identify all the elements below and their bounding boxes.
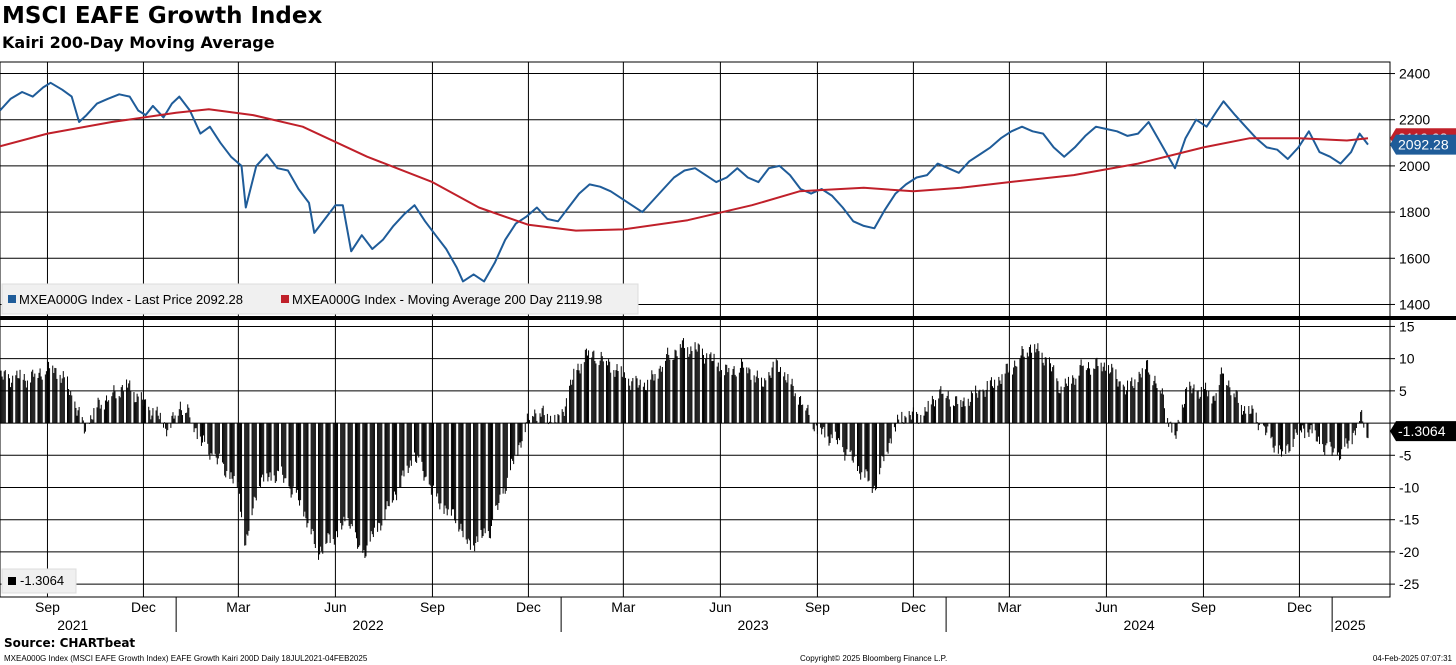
series-description: MXEA000G Index (MSCI EAFE Growth Index) …: [4, 654, 368, 663]
y-label-bottom: -5: [1399, 447, 1412, 463]
copyright: Copyright© 2025 Bloomberg Finance L.P.: [800, 654, 948, 663]
x-year-label: 2025: [1334, 617, 1365, 633]
y-label-bottom: 5: [1399, 383, 1407, 399]
x-year-label: 2022: [353, 617, 384, 633]
moving-average-line: [0, 108, 1369, 232]
x-month-label: Mar: [997, 599, 1021, 615]
ma-legend-label: MXEA000G Index - Moving Average 200 Day …: [292, 292, 602, 307]
kairi-value-tag: [1390, 421, 1456, 442]
y-label-top: 2400: [1399, 66, 1430, 82]
price-value-label: 2092.28: [1398, 137, 1449, 153]
x-axis: Sep Dec Mar Jun Sep Dec Mar Jun Sep Dec Mar Jun Sep D…: [35, 597, 1366, 633]
y-label-bottom: -10: [1399, 479, 1419, 495]
kairi-legend-label: -1.3064: [20, 573, 64, 588]
x-month-label: Sep: [1191, 599, 1216, 615]
y-label-bottom: -15: [1399, 512, 1419, 528]
kairi-value-label: -1.3064: [1398, 423, 1446, 439]
x-year-label: 2024: [1124, 617, 1155, 633]
y-label-top: 1800: [1399, 204, 1430, 220]
chart-subtitle: Kairi 200-Day Moving Average: [2, 33, 275, 52]
y-label-bottom: -20: [1399, 544, 1419, 560]
y-axis: 1400 1600 1800 2000 2200 2400 15 10 5 -5 -10 -15 -20…: [1390, 66, 1430, 592]
x-month-label: Dec: [131, 599, 156, 615]
price-line: [0, 81, 1369, 283]
source-note: Source: CHARTbeat: [4, 636, 136, 650]
y-label-bottom: 15: [1399, 318, 1415, 334]
panel-separator: [0, 316, 1456, 320]
price-value-tag: [1390, 134, 1456, 155]
x-month-label: Jun: [1095, 599, 1118, 615]
x-month-label: Mar: [226, 599, 250, 615]
y-label-bottom: -25: [1399, 576, 1419, 592]
y-label-top: 1600: [1399, 250, 1430, 266]
x-year-label: 2023: [738, 617, 769, 633]
y-label-top: 2000: [1399, 158, 1430, 174]
x-month-label: Mar: [611, 599, 635, 615]
kairi-legend: -1.3064: [1, 568, 77, 594]
price-legend: MXEA000G Index - Last Price 2092.28 MXEA…: [1, 283, 639, 315]
timestamp: 04-Feb-2025 07:07:31: [1372, 654, 1452, 663]
plot-frame: [0, 61, 1391, 598]
x-month-label: Sep: [35, 599, 60, 615]
price-legend-label: MXEA000G Index - Last Price 2092.28: [19, 292, 243, 307]
chart-title: MSCI EAFE Growth Index: [2, 3, 323, 29]
x-month-label: Sep: [420, 599, 445, 615]
y-label-top: 2200: [1399, 112, 1430, 128]
x-month-label: Jun: [324, 599, 347, 615]
price-legend-box: [1, 283, 639, 315]
ma-legend-swatch: [281, 295, 289, 303]
x-month-label: Jun: [709, 599, 732, 615]
kairi-bars: [0, 338, 1369, 560]
price-lines: [0, 81, 1369, 283]
x-month-label: Dec: [516, 599, 541, 615]
x-month-label: Sep: [805, 599, 830, 615]
x-month-label: Dec: [1287, 599, 1312, 615]
price-legend-swatch: [8, 295, 16, 303]
y-label-top: 1400: [1399, 296, 1430, 312]
last-value-tags: 2119.982092.28-1.3064: [1390, 128, 1456, 442]
x-month-label: Dec: [901, 599, 926, 615]
x-year-label: 2021: [57, 617, 88, 633]
y-label-bottom: 10: [1399, 351, 1415, 367]
kairi-legend-swatch: [8, 577, 16, 585]
grid-lines: [0, 62, 1390, 597]
